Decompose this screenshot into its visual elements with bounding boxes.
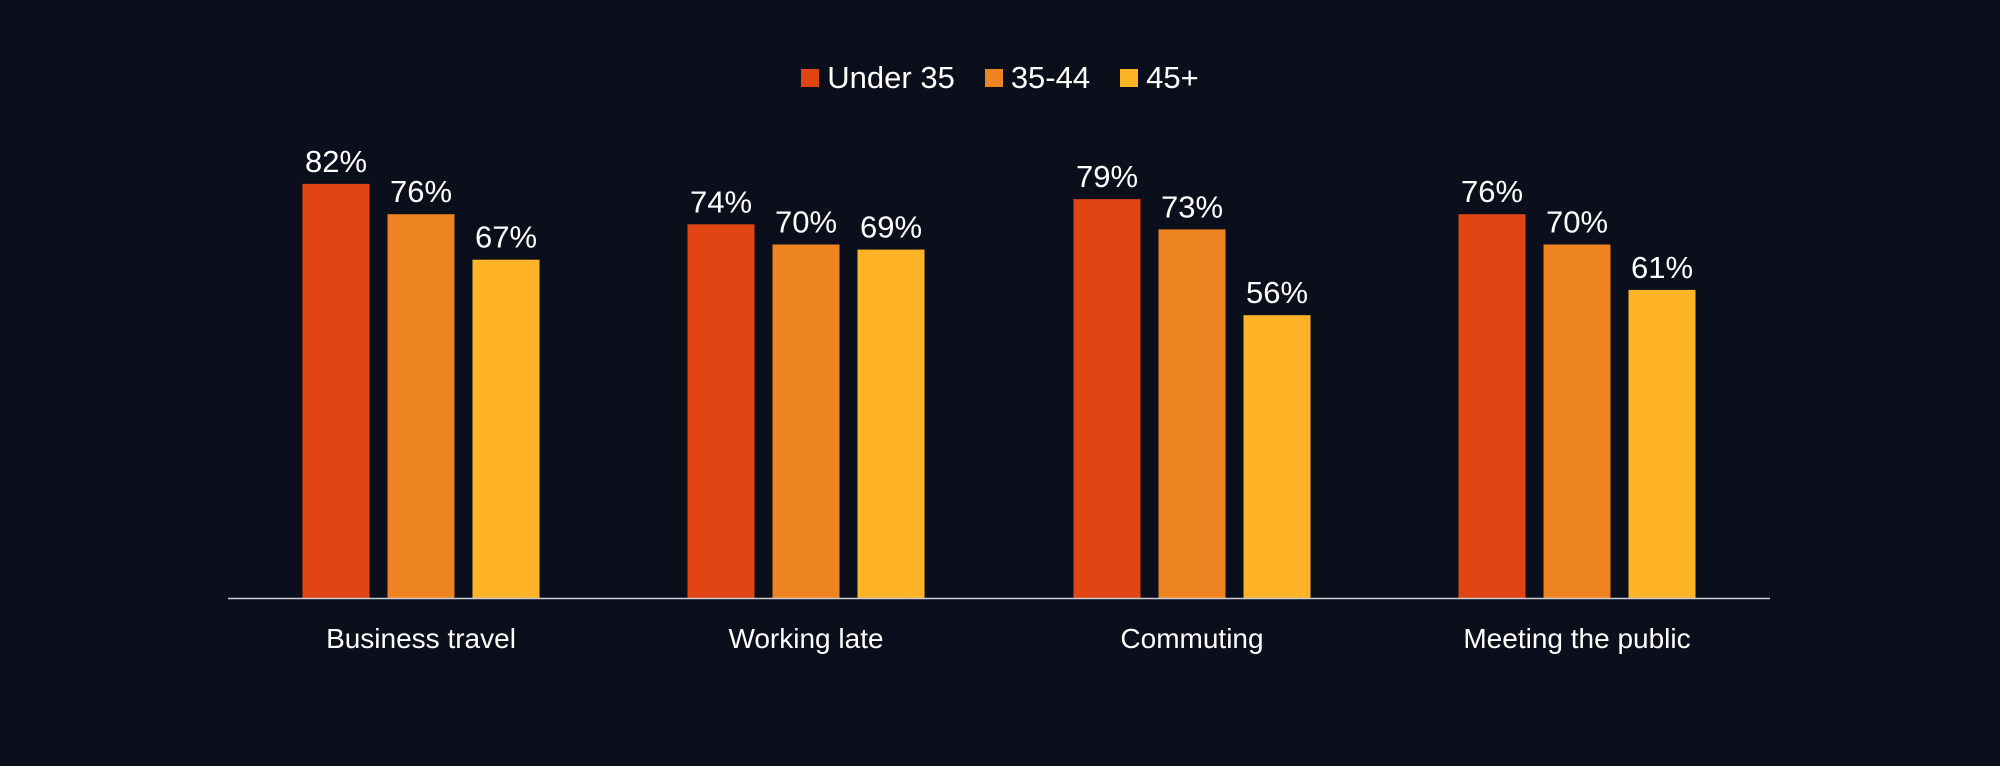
data-label: 76% — [390, 174, 452, 209]
data-label: 61% — [1631, 250, 1693, 285]
category-label: Business travel — [326, 623, 516, 654]
data-label: 76% — [1461, 174, 1523, 209]
legend: Under 35 35-44 45+ — [0, 62, 2000, 93]
legend-swatch — [801, 68, 820, 87]
bar — [1243, 315, 1311, 598]
data-label: 74% — [690, 184, 752, 219]
data-label: 67% — [475, 220, 537, 255]
legend-swatch — [984, 68, 1003, 87]
legend-label: 45+ — [1146, 60, 1199, 95]
category-label: Commuting — [1120, 623, 1263, 654]
bar — [1543, 244, 1611, 598]
bar — [302, 183, 370, 598]
category-label: Working late — [728, 623, 883, 654]
legend-label: 35-44 — [1010, 60, 1091, 95]
bar — [857, 249, 925, 598]
data-label: 70% — [775, 205, 837, 240]
legend-item: 45+ — [1120, 62, 1199, 93]
data-label: 70% — [1546, 205, 1608, 240]
data-label: 73% — [1161, 189, 1223, 224]
bar — [687, 224, 755, 599]
bar — [472, 259, 540, 598]
legend-item: 35-44 — [984, 60, 1091, 95]
bar — [1628, 289, 1696, 598]
category-label: Meeting the public — [1463, 623, 1690, 654]
bar — [1158, 229, 1226, 598]
legend-swatch — [1120, 68, 1139, 87]
legend-label: Under 35 — [827, 60, 955, 95]
legend-item: Under 35 — [801, 62, 955, 93]
data-label: 79% — [1076, 159, 1138, 194]
bar — [1073, 199, 1141, 598]
bar — [1458, 214, 1526, 598]
data-label: 82% — [305, 144, 367, 179]
data-label: 69% — [860, 210, 922, 245]
bar — [772, 244, 840, 598]
data-label: 56% — [1246, 275, 1308, 310]
bar — [387, 214, 455, 598]
